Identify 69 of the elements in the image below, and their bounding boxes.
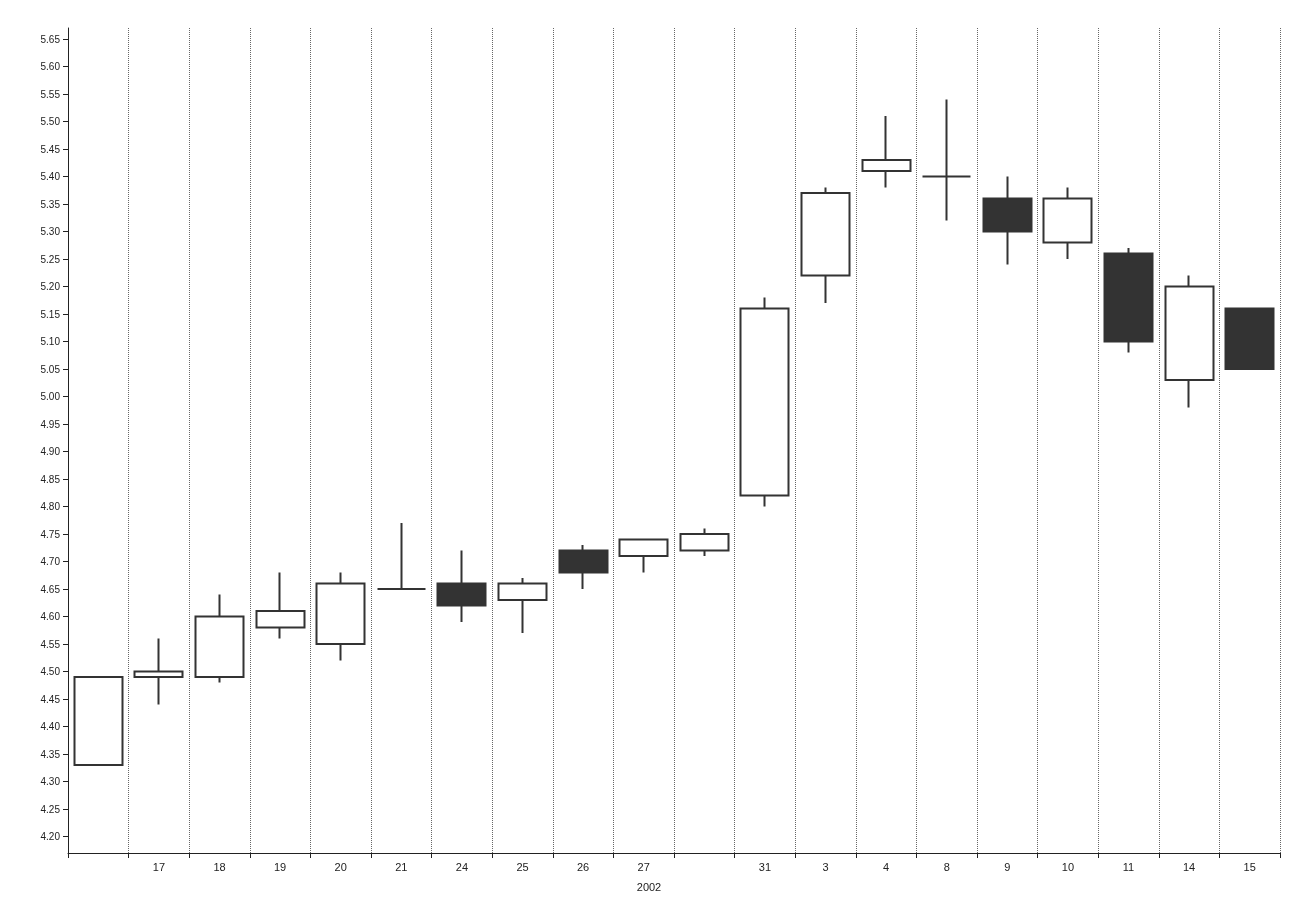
x-tick-label: 11	[1122, 860, 1135, 873]
y-tick-label: 4.40	[40, 721, 61, 732]
candlestick	[800, 186, 851, 304]
y-tick-label: 5.35	[40, 198, 61, 210]
y-tick-label: 5.00	[40, 391, 61, 402]
x-tick-label: 24	[455, 860, 469, 873]
y-tick-label: 4.65	[40, 583, 61, 595]
candlestick	[73, 676, 124, 766]
candlestick	[376, 522, 427, 590]
candlestick	[861, 115, 912, 189]
y-tick-label: 4.85	[40, 473, 61, 485]
candlestick	[133, 637, 184, 706]
candlestick	[436, 549, 487, 623]
x-tick-label: 14	[1182, 860, 1196, 873]
y-tick-label: 4.75	[40, 528, 61, 540]
candlestick	[982, 175, 1033, 266]
x-tick-label: 9	[1004, 860, 1011, 873]
candlestick	[1224, 307, 1275, 370]
x-tick-label: 19	[273, 860, 287, 873]
candlestick	[194, 593, 245, 684]
x-tick-label: 8	[943, 860, 950, 873]
x-tick-label: 10	[1061, 860, 1075, 873]
y-tick-label: 5.40	[40, 171, 61, 182]
x-tick-label: 17	[152, 860, 166, 873]
y-tick-label: 5.55	[40, 88, 61, 100]
y-tick-label: 5.25	[40, 253, 61, 265]
x-tick-label: 25	[516, 860, 529, 873]
text: 2002	[636, 880, 662, 893]
candlestick	[1042, 186, 1093, 260]
y-tick-label: 4.90	[40, 446, 61, 457]
candlestick	[1164, 274, 1215, 409]
candlestick	[1103, 247, 1154, 354]
x-tick-label: 26	[576, 860, 590, 873]
x-tick-label: 31	[758, 860, 772, 873]
y-tick-label: 4.95	[40, 418, 61, 430]
y-tick-label: 4.35	[40, 748, 61, 760]
y-tick-label: 4.45	[40, 693, 61, 705]
candlestick	[497, 577, 548, 634]
y-tick-label: 5.05	[40, 363, 61, 375]
x-tick-label: 3	[822, 860, 829, 873]
x-tick-label: 4	[883, 860, 890, 873]
candlestick	[739, 296, 790, 508]
y-tick-label: 4.50	[40, 666, 61, 677]
y-tick-label: 4.60	[40, 611, 61, 622]
y-tick-label: 4.80	[40, 501, 61, 512]
x-tick-label: 21	[395, 860, 408, 873]
y-tick-label: 5.65	[40, 33, 61, 45]
y-tick-label: 5.20	[40, 281, 61, 292]
y-tick-label: 5.30	[40, 226, 61, 237]
y-tick-label: 4.55	[40, 638, 61, 650]
x-tick-label: 18	[213, 860, 226, 873]
y-tick-label: 4.30	[40, 776, 61, 787]
candlestick	[921, 98, 972, 222]
candlestick	[255, 571, 306, 640]
candlestick	[558, 544, 609, 590]
y-tick-label: 5.60	[40, 61, 61, 72]
candlestick	[618, 538, 669, 574]
candlestick	[679, 527, 730, 557]
x-tick-label: 27	[637, 860, 650, 873]
y-tick-label: 5.10	[40, 336, 61, 347]
y-tick-label: 5.50	[40, 116, 61, 127]
x-tick-label: 15	[1243, 860, 1256, 873]
y-tick-label: 4.20	[40, 831, 61, 842]
x-tick-label: 20	[334, 860, 347, 873]
y-tick-label: 5.15	[40, 308, 61, 320]
y-tick-label: 4.70	[40, 556, 61, 567]
candlestick	[315, 571, 366, 662]
y-tick-label: 4.25	[40, 803, 61, 815]
y-tick-label: 5.45	[40, 143, 61, 155]
